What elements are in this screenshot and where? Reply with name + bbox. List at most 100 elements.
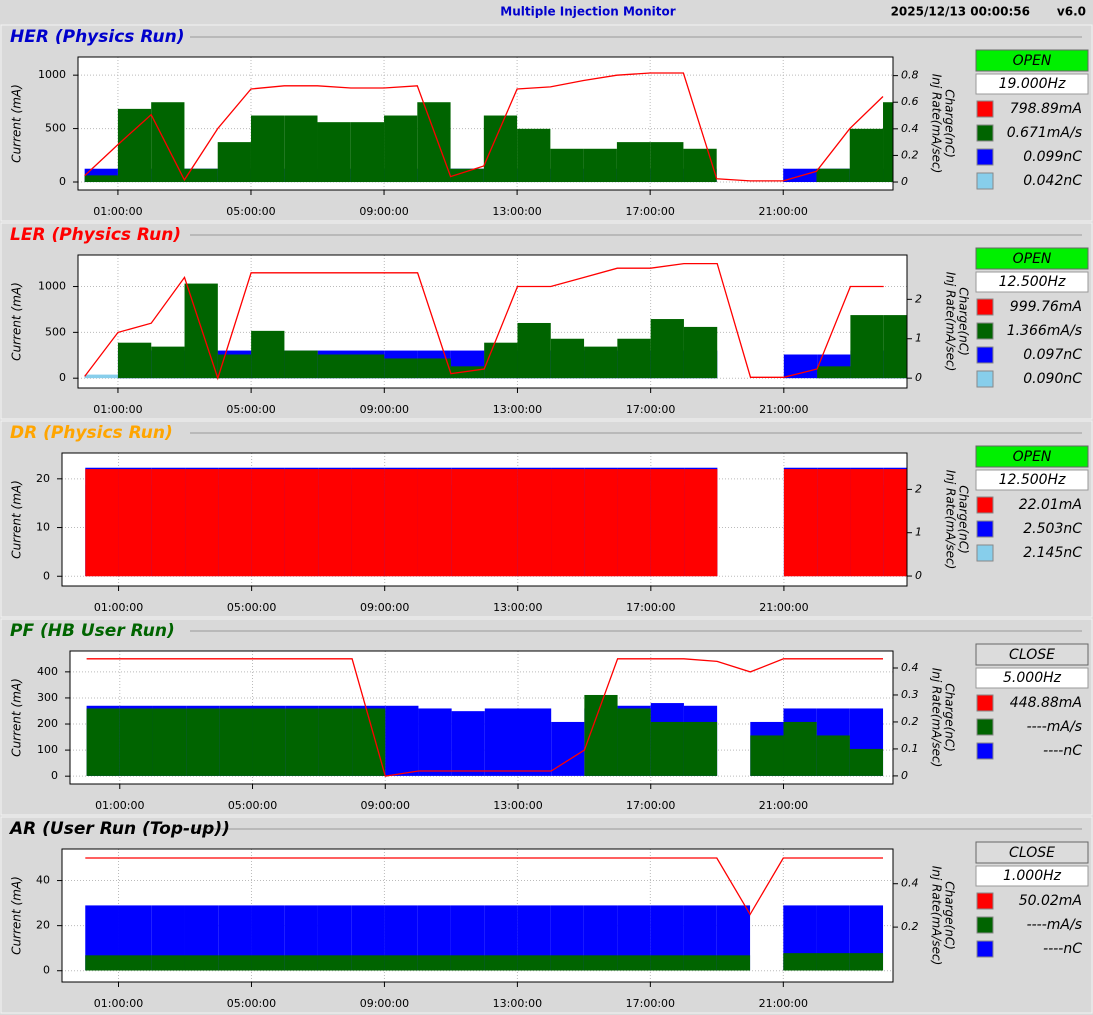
legend-label: 1.366mA/s [1007,323,1082,339]
rate-box [975,667,1089,689]
plot-border [77,56,894,191]
bar [617,338,651,379]
rate-label: 5.000Hz [1003,670,1062,686]
bar [385,705,419,776]
bar [650,955,684,971]
bar [551,469,585,577]
bar [716,955,751,971]
bar [550,148,584,183]
bar [816,168,850,183]
x-tick-label: 05:00:00 [228,799,277,812]
y2-axis-label: Inj Rate(mA/sec) [930,74,944,174]
bar [251,330,285,379]
x-tick-label: 17:00:00 [625,205,674,218]
y-tick-label: 1000 [38,68,66,81]
bar [617,469,651,577]
rate-label: 12.500Hz [999,274,1067,290]
x-tick-label: 09:00:00 [359,205,408,218]
bar [451,469,485,577]
bar [417,358,451,379]
bar [417,102,451,183]
legend-swatch [976,124,994,142]
bar [119,708,153,776]
bar [384,358,418,379]
y-axis-label: Current (mA) [10,480,24,559]
bar [85,955,119,971]
y2-tick-label: 0.6 [901,95,919,108]
y2-tick-label: 0.1 [901,742,919,755]
bar [450,955,485,971]
bar [318,469,352,577]
bar [384,469,418,577]
timestamp: 2025/12/13 00:00:56 [891,5,1030,19]
y-tick-label: 500 [45,122,66,135]
panel-title: PF (HB User Run) [10,621,175,641]
y2-tick-label: 0.4 [901,661,919,674]
bar [850,469,884,577]
x-tick-label: 01:00:00 [94,997,143,1010]
legend-swatch [976,496,994,514]
legend-swatch [976,916,994,934]
y2-axis-label: Charge(nC) [943,683,957,752]
plot-border [77,254,908,389]
bar [151,469,186,577]
bar [450,366,485,379]
bar [84,175,118,183]
y2-tick-label: 1 [915,332,922,345]
legend-label: 2.503nC [1023,521,1082,537]
bar [849,953,884,971]
legend-label: ----mA/s [1027,917,1082,933]
x-tick-label: 13:00:00 [493,601,542,614]
legend-swatch [976,100,994,118]
bar [250,115,285,183]
plot-border [61,452,908,587]
legend-swatch [976,940,994,958]
x-tick-label: 21:00:00 [759,997,808,1010]
rate-box [975,865,1089,887]
bar [517,469,552,577]
status-button [975,247,1089,270]
panel: AR (User Run (Top-up)) 01:00:00 05:00:00 09… [0,816,1093,1014]
legend-label: ----mA/s [1027,719,1082,735]
legend-label: ----nC [1043,941,1082,957]
rate-box [975,469,1089,491]
bar [849,748,884,776]
bar [217,354,252,379]
bar [484,955,518,971]
bar [86,708,120,776]
legend-label: ----nC [1043,743,1082,759]
bar [284,469,319,577]
y2-tick-label: 0 [915,371,922,384]
page-title: Multiple Injection Monitor [500,5,675,19]
bar [218,955,252,971]
panel-title: HER (Physics Run) [10,27,184,47]
line [86,658,883,777]
y2-tick-label: 0.4 [901,122,919,135]
bar [351,955,385,971]
panel: HER (Physics Run) 01:00:00 05:00:00 09:00:0… [0,24,1093,222]
y2-tick-label: 0.3 [901,688,919,701]
status-button [975,643,1089,666]
bar [883,102,893,183]
y2-tick-label: 0.2 [901,920,919,933]
x-tick-label: 09:00:00 [361,799,410,812]
bar [186,708,220,776]
bar [184,955,219,971]
bar [817,366,851,379]
panel: PF (HB User Run) 01:00:00 05:00:00 09:00:00… [0,618,1093,816]
x-tick-label: 05:00:00 [227,997,276,1010]
bar [252,708,286,776]
bar [816,735,850,776]
x-tick-label: 05:00:00 [226,205,275,218]
status-button [975,841,1089,864]
y-axis-label: Current (mA) [10,678,24,757]
y-tick-label: 100 [37,743,58,756]
bar [683,326,718,379]
y2-tick-label: 2 [915,292,922,305]
x-tick-label: 01:00:00 [95,799,144,812]
y2-tick-label: 0.8 [901,69,919,82]
x-tick-label: 13:00:00 [493,997,542,1010]
rate-box [975,73,1089,95]
bar [684,469,718,577]
panel: DR (Physics Run) 01:00:00 05:00:00 09:00:00… [0,420,1093,618]
